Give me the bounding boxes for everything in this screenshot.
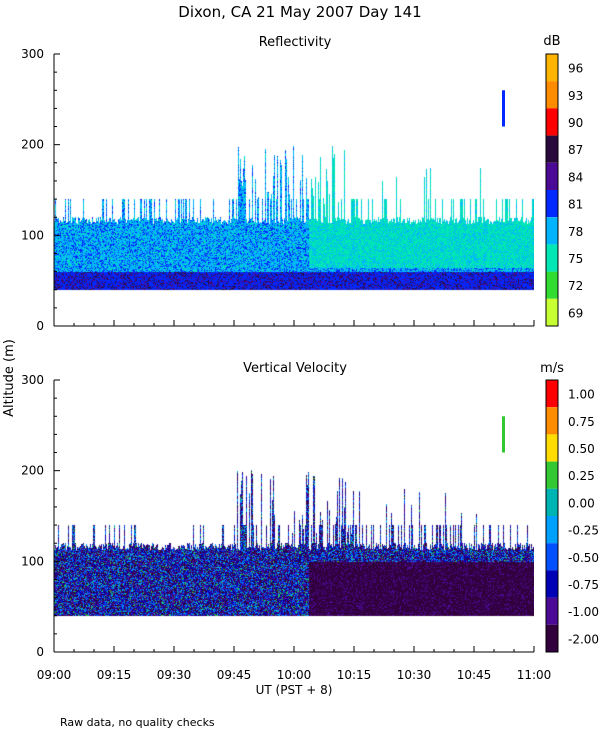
panel-2-title: Vertical Velocity (243, 361, 347, 376)
colorbar-2-label-3: 0.25 (568, 469, 595, 483)
x-tick-label-10:30: 10:30 (397, 668, 432, 682)
x-tick-label-10:15: 10:15 (337, 668, 372, 682)
colorbar-1-segment-1 (546, 81, 558, 109)
y-tick-label-1-100: 100 (21, 228, 44, 242)
colorbar-1-segment-2 (546, 108, 558, 136)
x-tick-label-11:00: 11:00 (517, 668, 552, 682)
colorbar-1-label-2: 90 (568, 116, 583, 130)
colorbar-2-segment-0 (546, 380, 558, 408)
colorbar-2-label-9: -2.00 (568, 632, 599, 646)
colorbar-2-label-1: 0.75 (568, 415, 595, 429)
x-tick-label-09:00: 09:00 (37, 668, 72, 682)
colorbar-2-segment-8 (546, 597, 558, 625)
heatmap-image-1 (54, 54, 534, 326)
colorbar-2-segment-1 (546, 407, 558, 435)
x-tick-label-09:30: 09:30 (157, 668, 192, 682)
colorbar-2-label-0: 1.00 (568, 388, 595, 402)
colorbar-2-segment-5 (546, 516, 558, 544)
y-tick-label-1-0: 0 (36, 319, 44, 333)
colorbar-2-label-8: -1.00 (568, 605, 599, 619)
panel-1-title: Reflectivity (259, 35, 332, 50)
isolated-echo-1 (502, 90, 505, 127)
panel-2: 0 100 200 300 09:00 09:15 09:30 09:45 10:00 10:15… (21, 373, 599, 682)
y-tick-label-1-200: 200 (21, 138, 44, 152)
colorbar-1-segment-7 (546, 244, 558, 272)
colorbar-1-segment-9 (546, 298, 558, 326)
colorbar-1-label-7: 75 (568, 252, 583, 266)
y-axis-label: Altitude (m) (2, 339, 17, 417)
y-tick-label-2-300: 300 (21, 373, 44, 387)
colorbar-2-segment-9 (546, 624, 558, 652)
panel-1: 0 100 200 300 96 93 90 87 84 81 78 75 72 69 (21, 47, 583, 333)
colorbar-1-label-4: 84 (568, 170, 583, 184)
colorbar-2-unit: m/s (540, 361, 564, 376)
colorbar-1-label-1: 93 (568, 89, 583, 103)
colorbar-1-segment-6 (546, 217, 558, 245)
colorbar-1-label-8: 72 (568, 279, 583, 293)
figure-title: Dixon, CA 21 May 2007 Day 141 (178, 3, 421, 21)
colorbar-2-label-4: 0.00 (568, 496, 595, 510)
x-tick-label-10:00: 10:00 (277, 668, 312, 682)
colorbar-1-label-0: 96 (568, 62, 583, 76)
colorbar-1-label-5: 81 (568, 198, 583, 212)
colorbar-1-segment-0 (546, 54, 558, 82)
colorbar-2-label-2: 0.50 (568, 442, 595, 456)
colorbar-2-label-6: -0.50 (568, 551, 599, 565)
y-tick-label-2-100: 100 (21, 554, 44, 568)
x-tick-label-09:15: 09:15 (97, 668, 132, 682)
colorbar-2-segment-4 (546, 488, 558, 516)
x-axis-label: UT (PST + 8) (256, 683, 333, 697)
x-tick-label-10:45: 10:45 (457, 668, 492, 682)
colorbar-2-frame (545, 379, 559, 653)
isolated-echo-2 (502, 416, 505, 453)
y-tick-label-1-300: 300 (21, 47, 44, 61)
footnote: Raw data, no quality checks (60, 716, 215, 729)
colorbar-1-unit: dB (543, 34, 560, 49)
colorbar-1-segment-3 (546, 135, 558, 163)
y-tick-label-2-200: 200 (21, 464, 44, 478)
x-tick-label-09:45: 09:45 (217, 668, 252, 682)
colorbar-1-label-3: 87 (568, 143, 583, 157)
colorbar-1-frame (545, 53, 559, 327)
colorbar-1-label-6: 78 (568, 225, 583, 239)
colorbar-1-segment-5 (546, 190, 558, 218)
colorbar-2-label-7: -0.75 (568, 578, 599, 592)
colorbar-1-segment-4 (546, 162, 558, 190)
colorbar-2-segment-6 (546, 543, 558, 571)
y-tick-label-2-0: 0 (36, 645, 44, 659)
colorbar-2-segment-3 (546, 461, 558, 489)
colorbar-2-label-5: -0.25 (568, 524, 599, 538)
colorbar-2-segment-7 (546, 570, 558, 598)
colorbar-1-segment-8 (546, 271, 558, 299)
heatmap-image-2 (54, 380, 534, 652)
colorbar-1-label-9: 69 (568, 306, 583, 320)
colorbar-2-segment-2 (546, 434, 558, 462)
